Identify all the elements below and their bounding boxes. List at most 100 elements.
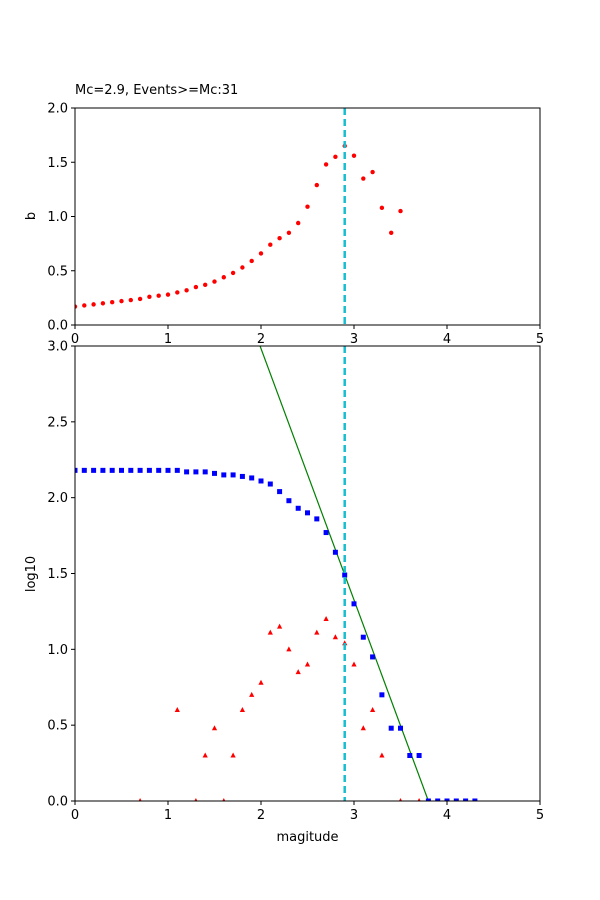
- b-value-panel: Mc=2.9, Events>=Mc:31 0 1 2 3 4 5 0.0 0.5 1.0 1.5…: [47, 83, 544, 347]
- top-point-b-value: [258, 251, 264, 256]
- top-ytick-label: 1.0: [47, 210, 68, 225]
- bottom-point-cumulative: [453, 798, 459, 801]
- top-ylabel: b: [24, 212, 39, 220]
- bottom-point-cumulative: [351, 601, 357, 607]
- top-xtick-label: 3: [350, 332, 358, 347]
- bottom-point-non-cumulative: [360, 725, 366, 731]
- bottom-point-cumulative: [314, 516, 320, 522]
- top-xtick-label: 4: [443, 332, 451, 347]
- bottom-point-non-cumulative: [295, 669, 301, 675]
- top-point-b-value: [128, 297, 133, 303]
- bottom-point-cumulative: [360, 634, 366, 640]
- top-point-b-value: [296, 220, 301, 226]
- frequency-magnitude-panel: 0 1 2 3 4 5 0.0 0.5 1.0 1.5 2.0 2.5 3.0 magitude: [47, 340, 544, 846]
- bottom-point-non-cumulative: [370, 707, 376, 712]
- top-point-b-value: [398, 208, 403, 214]
- top-point-b-value: [221, 275, 226, 280]
- bottom-point-cumulative: [323, 530, 329, 536]
- bottom-point-cumulative: [109, 467, 115, 473]
- bottom-point-cumulative: [286, 498, 292, 504]
- top-point-b-value: [137, 296, 143, 302]
- bottom-ytick-label: 1.5: [47, 567, 68, 582]
- bottom-xtick-label: 1: [164, 808, 172, 823]
- bottom-point-cumulative: [174, 467, 180, 473]
- bottom-point-cumulative: [277, 489, 283, 495]
- top-panel-title: Mc=2.9, Events>=Mc:31: [75, 83, 238, 98]
- bottom-point-cumulative: [221, 472, 227, 478]
- bottom-point-cumulative: [239, 473, 245, 479]
- bottom-point-non-cumulative: [138, 798, 142, 801]
- top-xtick-label: 1: [164, 332, 172, 347]
- bottom-point-non-cumulative: [267, 629, 273, 635]
- bottom-point-cumulative: [267, 481, 273, 487]
- bottom-series-cumulative: [75, 467, 478, 801]
- bottom-point-cumulative: [249, 475, 255, 481]
- bottom-point-cumulative: [425, 798, 431, 801]
- bottom-point-non-cumulative: [222, 798, 226, 801]
- bottom-point-cumulative: [184, 469, 190, 475]
- bottom-point-non-cumulative: [351, 661, 357, 667]
- bottom-ytick-label: 0.5: [47, 719, 68, 734]
- top-xtick-label: 5: [536, 332, 544, 347]
- bottom-point-cumulative: [258, 478, 264, 484]
- top-point-b-value: [82, 303, 87, 308]
- top-plot-area: [75, 108, 403, 325]
- top-point-b-value: [175, 290, 180, 295]
- bottom-point-non-cumulative: [174, 707, 180, 712]
- top-point-b-value: [268, 242, 273, 247]
- top-series-b-value: [75, 143, 403, 309]
- bottom-point-non-cumulative: [417, 798, 421, 801]
- top-point-b-value: [156, 293, 161, 298]
- bottom-point-non-cumulative: [249, 691, 255, 697]
- bottom-ytick-label: 2.0: [47, 491, 68, 506]
- top-ytick-label: 0.5: [47, 264, 68, 279]
- top-point-b-value: [249, 258, 254, 264]
- top-point-b-value: [193, 284, 199, 290]
- bottom-point-non-cumulative: [304, 661, 311, 667]
- top-ytick-label: 1.5: [47, 156, 68, 171]
- bottom-point-non-cumulative: [314, 629, 320, 635]
- bottom-point-cumulative: [370, 654, 376, 660]
- bottom-point-non-cumulative: [323, 616, 329, 621]
- bottom-point-cumulative: [100, 467, 106, 473]
- top-ytick-label: 0.0: [47, 319, 68, 334]
- top-point-b-value: [379, 205, 385, 211]
- top-point-b-value: [351, 153, 357, 158]
- bottom-xtick-label: 5: [536, 808, 544, 823]
- top-point-b-value: [212, 279, 217, 284]
- bottom-point-cumulative: [202, 469, 208, 475]
- bottom-point-non-cumulative: [277, 623, 283, 629]
- top-point-b-value: [370, 169, 375, 175]
- top-ytick-label: 2.0: [47, 102, 68, 117]
- bottom-point-non-cumulative: [342, 640, 348, 646]
- bottom-point-cumulative: [212, 470, 217, 476]
- top-point-b-value: [147, 294, 152, 299]
- bottom-point-non-cumulative: [379, 752, 385, 758]
- bottom-point-cumulative: [75, 467, 78, 473]
- top-point-b-value: [110, 300, 115, 305]
- bottom-point-cumulative: [332, 549, 338, 555]
- top-point-b-value: [361, 176, 366, 181]
- top-point-b-value: [333, 154, 338, 160]
- bottom-xlabel: magitude: [276, 830, 338, 845]
- top-xtick-label: 2: [257, 332, 265, 347]
- bottom-point-cumulative: [463, 798, 469, 801]
- bottom-point-cumulative: [165, 467, 171, 473]
- bottom-point-non-cumulative: [258, 679, 264, 685]
- bottom-ytick-label: 2.5: [47, 415, 68, 430]
- bottom-point-cumulative: [295, 505, 301, 511]
- top-point-b-value: [323, 162, 329, 167]
- bottom-point-cumulative: [379, 692, 385, 698]
- bottom-point-non-cumulative: [239, 707, 245, 712]
- top-point-b-value: [277, 236, 282, 241]
- bottom-ylabel: log10: [24, 556, 39, 592]
- bottom-ytick-label: 1.0: [47, 643, 68, 658]
- top-point-b-value: [100, 301, 106, 306]
- top-point-b-value: [240, 265, 245, 270]
- bottom-point-cumulative: [128, 467, 134, 473]
- top-point-b-value: [75, 304, 78, 309]
- bottom-point-cumulative: [137, 467, 143, 473]
- top-point-b-value: [165, 292, 171, 297]
